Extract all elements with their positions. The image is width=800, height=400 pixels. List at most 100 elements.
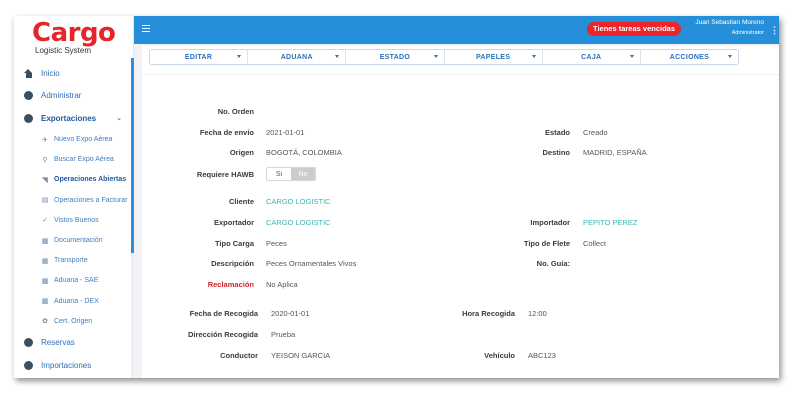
circle-arrow-icon: [24, 113, 33, 123]
sidebar-subitem-cert-origen[interactable]: ✿ Cert. Origen: [14, 311, 130, 331]
direccion-recogida-label: Dirección Recogida: [187, 330, 258, 339]
plane-icon: ✈: [42, 136, 48, 144]
document-icon: ▩: [41, 277, 49, 285]
sidebar-subitem-label: Operaciones a Facturar: [54, 196, 128, 204]
destino-value: MADRID, ESPAÑA: [583, 148, 647, 157]
tab-label: ESTADO: [379, 53, 411, 61]
check-icon: ✓: [42, 217, 48, 225]
sidebar-item-reservas[interactable]: Reservas: [14, 331, 130, 354]
toggle-option-si[interactable]: Si: [267, 168, 291, 180]
tipo-flete-label: Tipo de Flete: [523, 239, 570, 248]
sidebar-subitem-label: Nuevo Expo Aérea: [54, 136, 113, 144]
estado-label: Estado: [544, 128, 570, 137]
requiere-hawb-label: Requiere HAWB: [196, 170, 254, 179]
sidebar-subitem-buscar-expo-aerea[interactable]: ⚲ Buscar Expo Aérea: [14, 150, 130, 170]
action-toolbar: EDITAR ADUANA ESTADO PAPELES CAJA ACCION…: [149, 49, 739, 65]
tab-estado[interactable]: ESTADO: [346, 50, 445, 64]
sidebar-item-exportaciones[interactable]: Exportaciones ⌄: [14, 107, 130, 130]
destino-label: Destino: [542, 148, 570, 157]
sidebar-subitem-vistos-buenos[interactable]: ✓ Vistos Buenos: [14, 210, 130, 230]
sidebar-subitem-label: Vistos Buenos: [54, 216, 99, 224]
sidebar-item-importaciones[interactable]: Importaciones: [14, 354, 130, 377]
caret-down-icon: [629, 55, 634, 58]
tab-papeles[interactable]: PAPELES: [445, 50, 543, 64]
sidebar-subitem-nuevo-expo-aerea[interactable]: ✈ Nuevo Expo Aérea: [14, 130, 130, 150]
search-icon: ⚲: [42, 156, 48, 164]
chevron-down-icon: ⌄: [116, 115, 122, 123]
no-orden-label: No. Orden: [217, 107, 254, 116]
sidebar-nav: Inicio Administrar Exportaciones ⌄ ✈ Nue…: [14, 62, 130, 376]
tab-caja[interactable]: CAJA: [543, 50, 641, 64]
sidebar-item-administrar[interactable]: Administrar: [14, 85, 130, 108]
sidebar-item-label: Importaciones: [41, 360, 92, 370]
circle-arrow-icon: [24, 338, 33, 348]
certificate-icon: ✿: [42, 318, 48, 326]
sidebar-subitem-label: Cert. Origen: [54, 317, 93, 325]
sidebar: Cargo Logistic System Inicio Administrar…: [14, 16, 134, 378]
tab-acciones[interactable]: ACCIONES: [641, 50, 738, 64]
tipo-flete-value: Collect: [583, 239, 606, 248]
cliente-link[interactable]: CARGO LOGISTIC: [266, 197, 331, 206]
tab-label: ADUANA: [280, 53, 313, 61]
exportador-label: Exportador: [213, 218, 254, 227]
menu-icon[interactable]: [142, 25, 150, 32]
order-detail-panel: EDITAR ADUANA ESTADO PAPELES CAJA ACCION…: [142, 46, 779, 378]
more-options-icon[interactable]: ⋮: [770, 25, 779, 35]
vehiculo-value: ABC123: [528, 351, 556, 360]
tab-label: PAPELES: [475, 53, 511, 61]
sidebar-item-label: Inicio: [41, 68, 60, 78]
reclamacion-label: Reclamación: [207, 280, 254, 289]
vehiculo-label: Vehículo: [484, 351, 515, 360]
descripcion-label: Descripción: [211, 259, 254, 268]
document-icon: ▩: [41, 298, 49, 306]
fecha-recogida-label: Fecha de Recogida: [189, 309, 258, 318]
tab-label: CAJA: [581, 53, 602, 61]
home-icon: [24, 68, 33, 78]
top-bar: Tienes tareas vencidas Juan Sebastian Mo…: [134, 16, 779, 44]
cargo-logo[interactable]: Cargo Logistic System: [32, 18, 127, 58]
sidebar-item-inicio[interactable]: Inicio: [14, 62, 130, 85]
tab-editar[interactable]: EDITAR: [150, 50, 249, 64]
sidebar-subitem-operaciones-a-facturar[interactable]: ▤ Operaciones a Facturar: [14, 190, 130, 210]
origen-value: BOGOTÁ, COLOMBIA: [266, 148, 342, 157]
cliente-label: Cliente: [228, 197, 254, 206]
document-icon: ▩: [41, 237, 49, 245]
tab-label: EDITAR: [184, 53, 213, 61]
origen-label: Origen: [229, 148, 254, 157]
tab-aduana[interactable]: ADUANA: [248, 50, 347, 64]
descripcion-value: Peces Ornamentales Vivos: [266, 259, 357, 268]
sidebar-subitem-label: Transporte: [54, 257, 88, 265]
sidebar-subitem-label: Operaciones Abiertas: [54, 176, 127, 184]
sidebar-subitem-transporte[interactable]: ▦ Transporte: [14, 251, 130, 271]
requiere-hawb-toggle[interactable]: Si No: [266, 167, 316, 181]
hora-recogida-value: 12:00: [528, 309, 547, 318]
sidebar-item-label: Reservas: [41, 338, 75, 348]
logo-word: Cargo: [32, 18, 116, 48]
truck-icon: ▦: [41, 257, 49, 265]
sidebar-subitem-label: Aduana - DEX: [54, 297, 99, 305]
sidebar-subitem-aduana-sae[interactable]: ▩ Aduana - SAE: [14, 271, 130, 291]
tipo-carga-label: Tipo Carga: [214, 239, 254, 248]
reclamacion-value: No Aplica: [266, 280, 298, 289]
exportador-link[interactable]: CARGO LOGISTIC: [266, 218, 331, 227]
user-role: Administrator: [731, 30, 764, 36]
sidebar-subitem-aduana-dex[interactable]: ▩ Aduana - DEX: [14, 291, 130, 311]
direccion-recogida-value: Prueba: [271, 330, 296, 339]
conductor-value: YEISON GARCIA: [271, 351, 331, 360]
caret-down-icon: [433, 55, 438, 58]
sidebar-subitem-operaciones-abiertas[interactable]: ◥ Operaciones Abiertas: [14, 170, 130, 190]
fecha-recogida-value: 2020-01-01: [271, 309, 310, 318]
caret-down-icon: [237, 55, 242, 58]
no-guia-label: No. Guía:: [536, 259, 570, 268]
overdue-tasks-badge[interactable]: Tienes tareas vencidas: [587, 22, 681, 36]
hora-recogida-label: Hora Recogida: [462, 309, 515, 318]
logo-tagline: Logistic System: [35, 46, 92, 55]
folder-open-icon: ◥: [42, 176, 48, 184]
importador-link[interactable]: PEPITO PEREZ: [583, 218, 638, 227]
user-name[interactable]: Juan Sebastian Moreno: [695, 19, 764, 26]
sidebar-subitem-documentacion[interactable]: ▩ Documentación: [14, 230, 130, 250]
circle-arrow-icon: [24, 360, 33, 370]
sidebar-scrollbar-thumb[interactable]: [131, 58, 134, 253]
toggle-option-no[interactable]: No: [291, 168, 315, 180]
print-icon: ▤: [41, 197, 49, 205]
